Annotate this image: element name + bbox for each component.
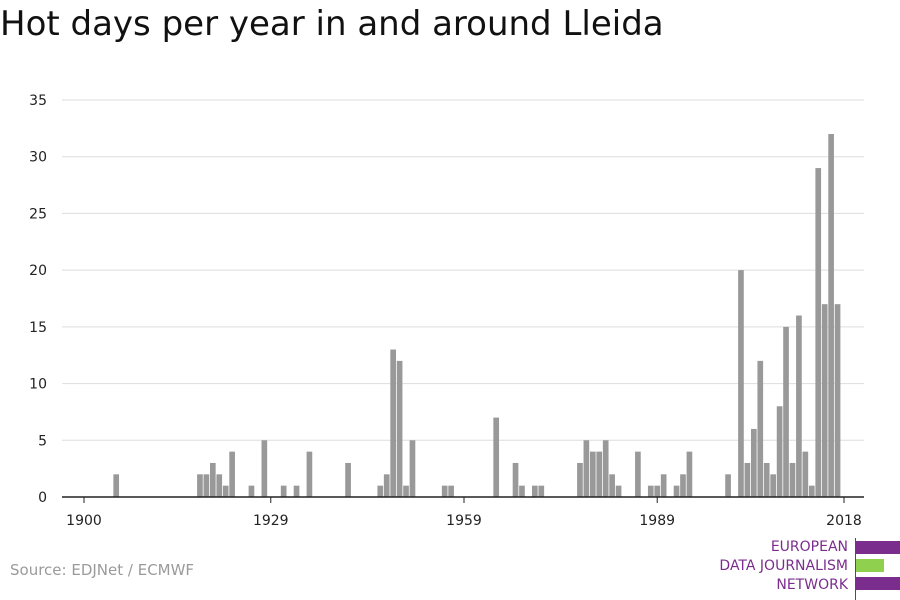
bar-2005 [757,360,764,497]
bar-2016 [828,134,834,497]
bar-2006 [763,462,770,497]
x-tick-label-1929: 1929 [253,513,289,529]
x-tick-label-1989: 1989 [639,513,675,529]
bar-1950 [403,485,409,497]
bar-2013 [808,485,815,497]
bar-1981 [602,440,609,497]
y-tick-label-25: 25 [29,206,47,222]
bar-1978 [583,440,590,497]
bar-2010 [789,462,796,497]
bar-1920 [209,462,216,497]
bar-2015 [821,304,828,497]
bar-1931 [280,485,287,497]
bar-1990 [660,474,667,497]
edjnet-logo: EUROPEAN DATA JOURNALISM NETWORK [690,538,900,600]
logo-bar-purple-top [856,541,900,554]
bar-chart: 0 5 10 15 20 25 30 35 1900 1929 1959 1989 2018 [29,93,864,529]
bar-1964 [493,417,500,497]
bar-1980 [596,451,603,497]
bar-1957 [448,485,454,497]
bar-1989 [654,485,661,497]
bar-1933 [293,485,300,497]
bar-2009 [783,326,789,497]
bar-1935 [306,451,313,497]
bar-1949 [396,360,403,497]
bar-2002 [738,270,744,497]
bar-1967 [512,462,519,497]
bar-1923 [229,451,235,497]
bar-1946 [377,485,384,497]
bar-1947 [383,474,390,497]
bar-1951 [409,440,416,497]
grid-lines [62,99,864,441]
bar-1922 [222,485,229,497]
bar-1970 [532,485,538,497]
bar-1968 [519,485,525,497]
bar-1928 [261,440,268,497]
bar-2014 [815,168,822,498]
bar-1918 [197,474,203,497]
logo-bar-green [856,559,884,572]
y-tick-label-0: 0 [38,490,47,506]
bar-1977 [577,462,583,497]
y-tick-label-5: 5 [38,433,47,449]
bar-2000 [725,474,731,497]
bar-2003 [744,462,751,497]
bar-1993 [680,474,686,497]
bar-1986 [635,451,641,497]
bars [113,134,841,498]
bar-2011 [796,315,802,497]
bar-2012 [802,451,809,497]
logo-line-3: NETWORK [776,577,848,593]
y-tick-label-10: 10 [29,377,47,393]
x-tick-label-1959: 1959 [446,513,482,529]
logo-bar-purple-bottom [856,577,900,590]
source-note: Source: EDJNet / ECMWF [10,561,195,579]
bar-1919 [203,474,210,497]
bar-1988 [647,485,654,497]
bar-1983 [615,485,622,497]
bar-2008 [776,406,783,497]
y-tick-label-30: 30 [29,150,47,166]
logo-line-2: DATA JOURNALISM [719,558,848,574]
bar-1948 [390,349,396,497]
y-tick-label-20: 20 [29,263,47,279]
y-tick-label-35: 35 [29,93,47,109]
bar-1926 [248,485,255,497]
bar-1941 [345,462,351,497]
bar-1979 [589,451,596,497]
x-tick-label-2018: 2018 [826,513,862,529]
x-tick-label-1900: 1900 [66,513,102,529]
bar-1971 [538,485,545,497]
bar-1992 [673,485,680,497]
y-tick-label-15: 15 [29,320,47,336]
logo-text: EUROPEAN DATA JOURNALISM NETWORK [719,538,848,595]
bar-2007 [770,474,776,497]
bar-2017 [834,304,841,497]
logo-line-1: EUROPEAN [770,539,848,555]
logo-divider [855,538,856,600]
bar-1921 [216,474,223,497]
bar-1956 [441,485,448,497]
bar-1905 [113,474,120,497]
bar-1982 [609,474,615,497]
axes: 0 5 10 15 20 25 30 35 1900 1929 1959 1989 2018 [29,93,864,529]
bar-1994 [686,451,693,497]
bar-2004 [750,428,757,497]
chart-title: Hot days per year in and around Lleida [0,4,664,44]
